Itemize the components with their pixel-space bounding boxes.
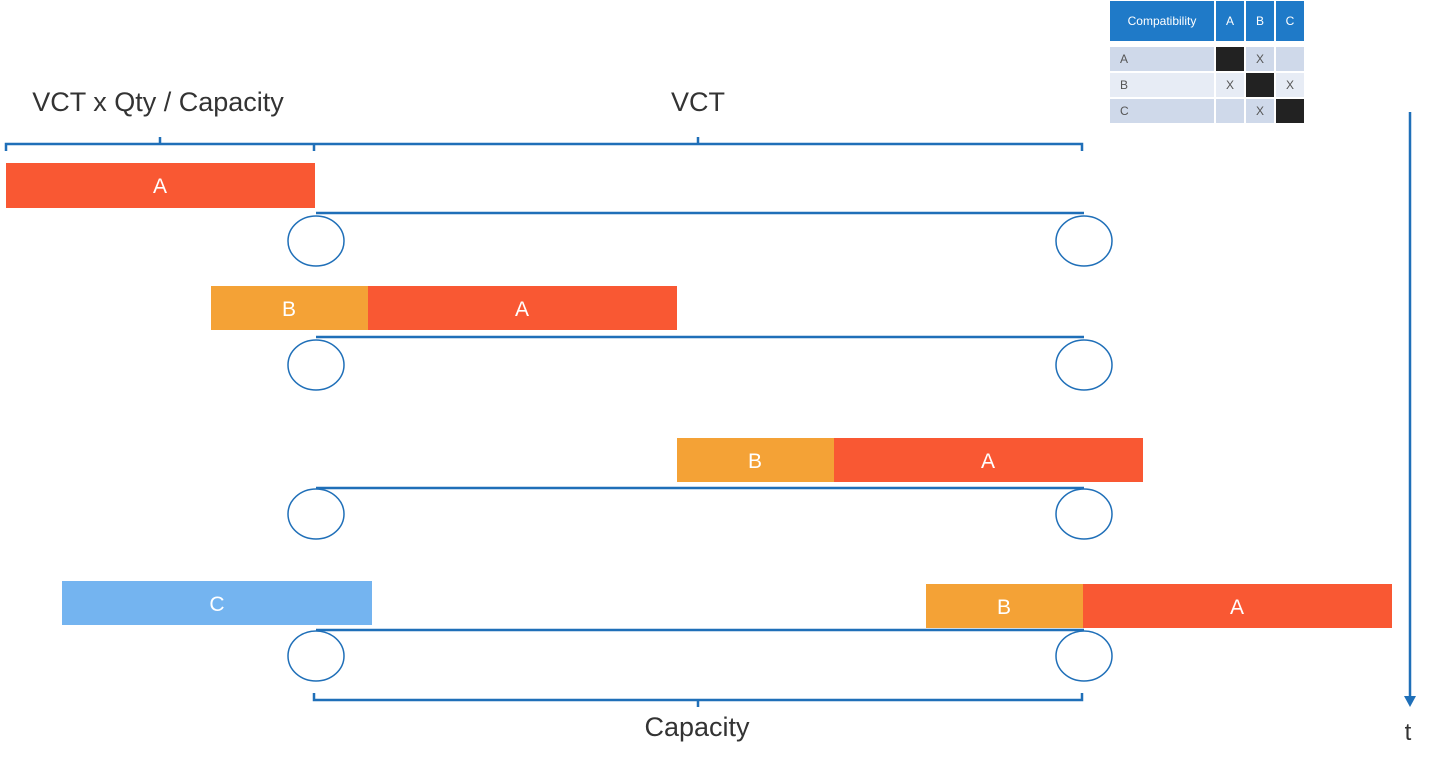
block-c-label: C <box>209 593 224 616</box>
cell-a-c <box>1276 47 1304 73</box>
block-a-label: A <box>981 450 995 473</box>
cell-b-c: X <box>1276 73 1304 99</box>
conveyor-3 <box>287 486 1113 540</box>
compatibility-header-row: Compatibility A B C <box>1110 1 1304 41</box>
roller-right <box>1055 630 1113 682</box>
cell-c-a <box>1216 99 1244 125</box>
label-vct-qty-capacity: VCT x Qty / Capacity <box>32 87 284 117</box>
stage-4-blocks: C B A <box>62 581 1392 628</box>
compatibility-row-c: C X <box>1110 99 1304 125</box>
time-axis-arrowhead <box>1404 696 1416 707</box>
roller-left <box>287 630 345 682</box>
block-b-label: B <box>748 450 762 473</box>
roller-right <box>1055 215 1113 267</box>
row-label-a: A <box>1110 47 1214 73</box>
column-header-c: C <box>1276 1 1304 41</box>
block-b <box>677 438 834 482</box>
block-a <box>1083 584 1392 628</box>
label-vct: VCT <box>671 87 725 117</box>
conveyor-2 <box>287 335 1113 391</box>
compatibility-header: Compatibility <box>1110 1 1214 41</box>
roller-right <box>1055 488 1113 540</box>
block-b <box>211 286 368 330</box>
block-a <box>6 163 315 208</box>
cell-b-b <box>1246 73 1274 99</box>
block-a <box>834 438 1143 482</box>
label-time: t <box>1405 719 1412 746</box>
cell-c-c <box>1276 99 1304 125</box>
stage-1-blocks: A <box>6 163 315 208</box>
top-bracket <box>4 137 1084 151</box>
stage-3-blocks: B A <box>677 438 1143 482</box>
compatibility-row-a: A X <box>1110 47 1304 73</box>
label-capacity: Capacity <box>644 712 750 742</box>
block-a-label: A <box>1230 596 1244 619</box>
conveyor-4 <box>287 628 1113 682</box>
block-b-label: B <box>997 596 1011 619</box>
column-header-b: B <box>1246 1 1274 41</box>
cell-a-b: X <box>1246 47 1274 73</box>
block-a-label: A <box>153 175 167 198</box>
cell-b-a: X <box>1216 73 1244 99</box>
block-b-label: B <box>282 298 296 321</box>
block-b <box>926 584 1083 628</box>
cell-c-b: X <box>1246 99 1274 125</box>
roller-left <box>287 339 345 391</box>
row-label-c: C <box>1110 99 1214 125</box>
roller-left <box>287 488 345 540</box>
conveyor-1 <box>287 211 1113 267</box>
cell-a-a <box>1216 47 1244 73</box>
stage-2-blocks: B A <box>211 286 677 330</box>
compatibility-table: Compatibility A B C A X B X X C X <box>1108 1 1306 125</box>
column-header-a: A <box>1216 1 1244 41</box>
block-a-label: A <box>515 298 529 321</box>
compatibility-row-b: B X X <box>1110 73 1304 99</box>
roller-right <box>1055 339 1113 391</box>
row-label-b: B <box>1110 73 1214 99</box>
block-a <box>368 286 677 330</box>
roller-left <box>287 215 345 267</box>
bottom-bracket <box>312 693 1084 707</box>
block-c <box>62 581 372 625</box>
